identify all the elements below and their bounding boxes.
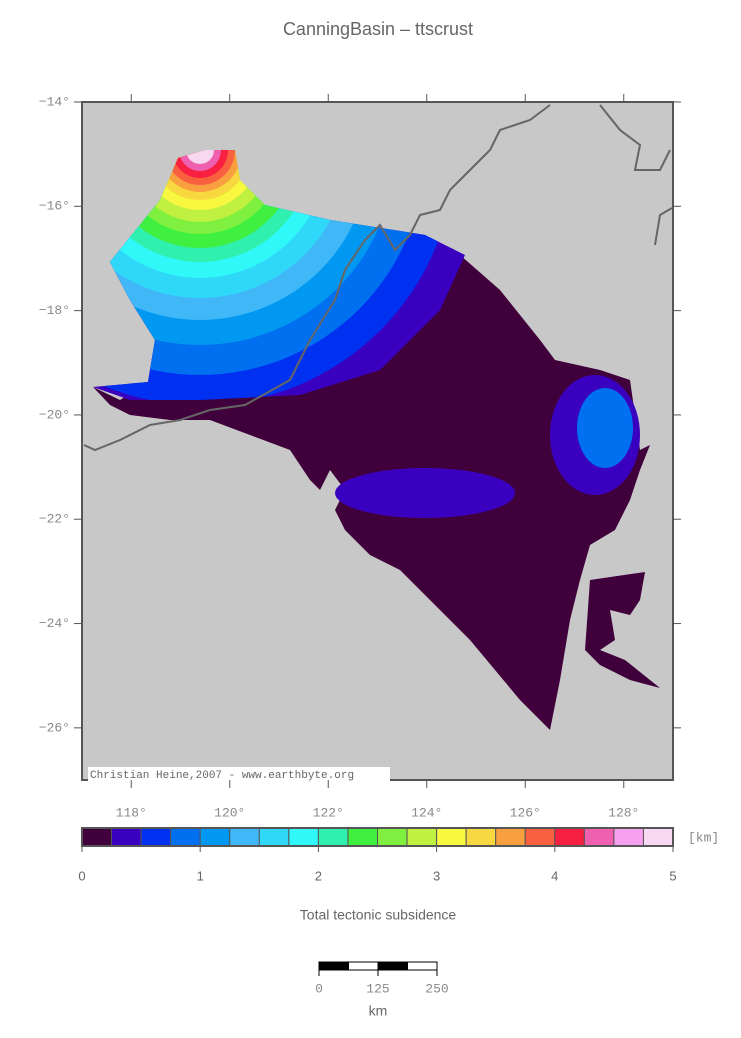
x-tick-label: 128° [608, 805, 639, 820]
x-tick-label: 118° [116, 805, 147, 820]
colorbar-swatch [524, 827, 556, 847]
y-tick-label: −14° [39, 94, 70, 109]
y-tick-label: −24° [39, 616, 70, 631]
colorbar-swatch [613, 827, 644, 847]
scalebar-tick-label: 0 [315, 981, 323, 996]
subsidence-band [577, 388, 633, 468]
scalebar-segment [348, 961, 379, 971]
colorbar-swatch [288, 827, 319, 847]
coastline [654, 207, 673, 246]
colorbar-swatch [111, 827, 142, 847]
colorbar-swatch [140, 827, 172, 847]
credit-box [88, 767, 390, 781]
colorbar-swatch [583, 827, 615, 847]
colorbar-tick-label: 2 [315, 868, 322, 883]
colorbar-swatch [317, 827, 349, 847]
scalebar-segment [407, 961, 438, 971]
scalebar-segment [377, 961, 408, 971]
x-tick-label: 126° [510, 805, 541, 820]
x-tick-label: 124° [411, 805, 442, 820]
coastline [599, 104, 671, 171]
x-tick-label: 120° [214, 805, 245, 820]
y-tick-label: −22° [39, 512, 70, 527]
colorbar-tick-label: 5 [669, 868, 676, 883]
y-tick-label: −20° [39, 407, 70, 422]
colorbar-swatch [170, 827, 201, 847]
colorbar-tick-label: 4 [551, 868, 558, 883]
colorbar-swatch [229, 827, 260, 847]
coastline [83, 104, 551, 452]
scalebar-unit: km [369, 1003, 388, 1019]
scalebar-segment [318, 961, 349, 971]
scalebar-tick-label: 125 [366, 981, 389, 996]
x-tick-label: 122° [313, 805, 344, 820]
colorbar-swatch [406, 827, 438, 847]
y-tick-label: −26° [39, 720, 70, 735]
colorbar-swatch [436, 827, 467, 847]
colorbar-swatch [377, 827, 408, 847]
basin-east [585, 572, 660, 688]
colorbar-tick-label: 1 [197, 868, 204, 883]
subsidence-band [335, 468, 515, 518]
colorbar-label: Total tectonic subsidence [300, 907, 457, 923]
title: CanningBasin – ttscrust [283, 19, 473, 39]
y-tick-label: −18° [39, 303, 70, 318]
colorbar-tick-label: 0 [78, 868, 85, 883]
colorbar-unit: [km] [688, 830, 719, 845]
colorbar-swatch [554, 827, 585, 847]
colorbar-swatch [199, 827, 231, 847]
y-tick-label: −16° [39, 199, 70, 214]
colorbar-swatch [347, 827, 379, 847]
colorbar-swatch [495, 827, 526, 847]
colorbar-swatch [465, 827, 497, 847]
colorbar-swatch [258, 827, 290, 847]
scalebar-tick-label: 250 [425, 981, 448, 996]
colorbar-tick-label: 3 [433, 868, 440, 883]
colorbar-swatch [81, 827, 113, 847]
colorbar-frame [81, 827, 674, 847]
credit: Christian Heine,2007 - www.earthbyte.org [90, 770, 354, 782]
colorbar-swatch [642, 827, 674, 847]
